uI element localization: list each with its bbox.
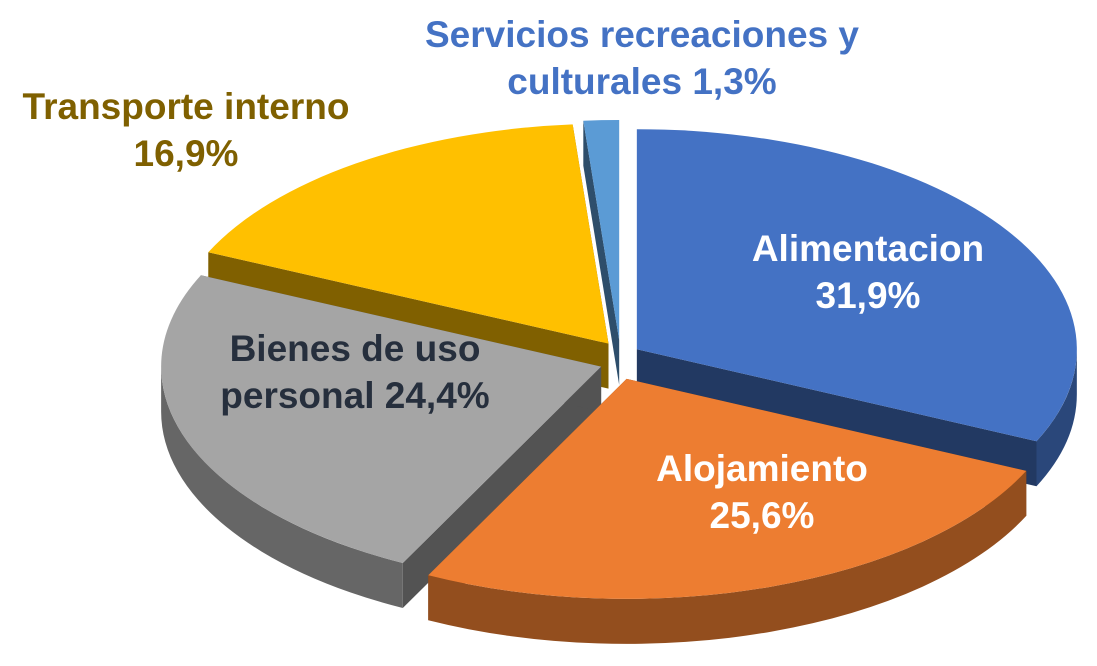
value-label: 31,9% xyxy=(815,275,921,316)
value-label: 25,6% xyxy=(709,495,815,536)
slice-label: Transporte interno 16,9% xyxy=(0,83,381,177)
slice-top xyxy=(161,275,602,564)
slice-wall xyxy=(402,366,602,609)
slice-label: Alimentacion 31,9% xyxy=(718,225,1018,319)
category-label: Alimentacion xyxy=(751,228,985,269)
slice-label: Bienes de uso personal 24,4% xyxy=(195,325,515,419)
slice-side xyxy=(161,366,403,609)
value-label: 1,3% xyxy=(692,61,777,102)
slice xyxy=(161,275,602,609)
slice xyxy=(583,120,620,386)
category-label: Servicios recreaciones y culturales xyxy=(424,14,859,102)
slice xyxy=(428,378,1027,644)
slice-top xyxy=(208,124,609,344)
slice-label: Alojamiento 25,6% xyxy=(622,445,902,539)
slice-label: Servicios recreaciones y culturales 1,3% xyxy=(407,11,877,105)
category-label: Transporte interno xyxy=(22,86,350,127)
slice-wall xyxy=(583,120,620,386)
category-label: Alojamiento xyxy=(656,448,868,489)
slice-top xyxy=(428,378,1027,599)
value-label: 24,4% xyxy=(384,375,490,416)
slice-side xyxy=(428,470,1027,644)
value-label: 16,9% xyxy=(133,133,239,174)
slice-top xyxy=(636,129,1077,442)
slice-side xyxy=(1036,349,1077,487)
slice-top xyxy=(583,120,620,341)
category-label: Bienes de uso personal xyxy=(220,328,481,416)
